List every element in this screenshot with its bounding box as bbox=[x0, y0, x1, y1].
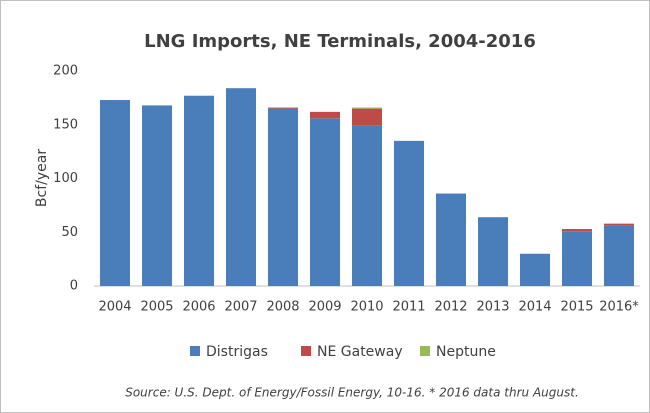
bar-segment bbox=[562, 231, 592, 286]
bar-segment bbox=[436, 193, 466, 286]
y-tick-label: 200 bbox=[53, 64, 78, 79]
x-tick-label: 2011 bbox=[392, 300, 425, 315]
bar-segment bbox=[562, 229, 592, 232]
bar-segment bbox=[142, 105, 172, 287]
bar-segment bbox=[352, 125, 382, 286]
x-tick-label: 2016* bbox=[599, 300, 639, 315]
bar-segment bbox=[604, 225, 634, 286]
x-tick-label: 2009 bbox=[308, 300, 341, 315]
bar-segment bbox=[226, 88, 256, 286]
legend-label: NE Gateway bbox=[317, 344, 403, 360]
x-tick-label: 2014 bbox=[518, 300, 551, 315]
x-tick-label: 2007 bbox=[224, 300, 257, 315]
x-tick-label: 2008 bbox=[266, 300, 299, 315]
source-note: Source: U.S. Dept. of Energy/Fossil Ener… bbox=[125, 386, 579, 400]
y-tick-label: 50 bbox=[61, 225, 78, 240]
y-axis-label: Bcf/year bbox=[34, 149, 50, 207]
bar-segment bbox=[310, 118, 340, 286]
bar-segment bbox=[604, 223, 634, 226]
bar-segment bbox=[478, 217, 508, 286]
bar-segment bbox=[268, 108, 298, 286]
x-tick-label: 2004 bbox=[98, 300, 131, 315]
chart-title: LNG Imports, NE Terminals, 2004-2016 bbox=[144, 31, 536, 52]
x-tick-label: 2005 bbox=[140, 300, 173, 315]
x-tick-label: 2010 bbox=[350, 300, 383, 315]
legend-swatch bbox=[301, 346, 311, 356]
x-tick-label: 2013 bbox=[476, 300, 509, 315]
bar-segment bbox=[268, 107, 298, 109]
bar-segment bbox=[520, 253, 550, 286]
legend-swatch bbox=[420, 346, 430, 356]
bar-segment bbox=[352, 108, 382, 126]
bar-segment bbox=[394, 140, 424, 286]
legend-label: Neptune bbox=[436, 344, 496, 360]
bar-segment bbox=[184, 95, 214, 286]
legend-swatch bbox=[190, 346, 200, 356]
legend-label: Distrigas bbox=[206, 344, 268, 360]
y-tick-label: 100 bbox=[53, 171, 78, 186]
x-tick-label: 2015 bbox=[560, 300, 593, 315]
x-tick-label: 2012 bbox=[434, 300, 467, 315]
bar-segment bbox=[310, 111, 340, 119]
x-tick-label: 2006 bbox=[182, 300, 215, 315]
y-tick-label: 0 bbox=[70, 279, 78, 294]
y-tick-label: 150 bbox=[53, 117, 78, 132]
bar-segment bbox=[100, 100, 130, 287]
bar-segment bbox=[352, 107, 382, 109]
